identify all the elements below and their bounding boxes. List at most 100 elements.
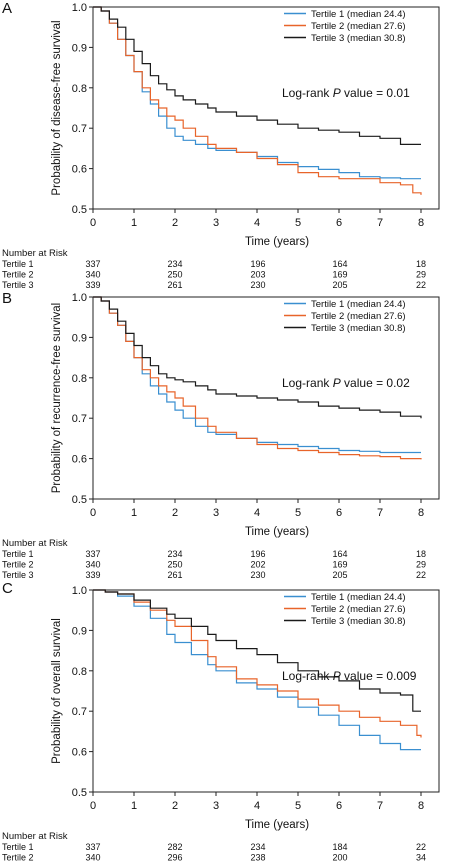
risk-cell: 200 [332,853,347,863]
y-tick-label: 0.6 [72,164,87,176]
risk-cell: 22 [416,842,426,852]
legend-entry: Tertile 1 (median 24.4) [311,9,406,20]
risk-cell: 296 [167,853,182,863]
risk-cell: 196 [250,549,265,559]
logrank-annotation: Log-rank P value = 0.01 [282,86,410,100]
plot-frame [92,6,440,210]
risk-cell: 230 [250,570,265,580]
risk-row-label: Tertile 1 [2,549,34,559]
x-tick-label: 1 [131,217,137,229]
risk-cell: 22 [416,280,426,290]
x-tick-label: 6 [336,800,342,812]
x-tick-label: 3 [213,217,219,229]
risk-cell: 29 [416,560,426,570]
series-line-tertile-3 [93,589,421,712]
x-tick-label: 2 [172,217,178,229]
risk-cell: 238 [250,853,265,863]
risk-cell: 22 [416,570,426,580]
y-tick-label: 0.9 [72,625,87,637]
risk-cell: 282 [167,842,182,852]
risk-cell: 234 [167,259,182,269]
y-tick-label: 0.7 [72,413,87,425]
panel-label: C [2,580,13,597]
x-tick-label: 6 [336,507,342,519]
legend-entry: Tertile 2 (median 27.6) [311,311,406,322]
y-tick-label: 1.0 [72,585,87,597]
x-tick-label: 7 [377,217,383,229]
legend-entry: Tertile 3 (median 30.8) [311,33,406,44]
risk-table-heading: Number at Risk [2,538,68,549]
risk-row-label: Tertile 1 [2,259,34,269]
x-tick-label: 3 [213,507,219,519]
risk-cell: 164 [332,259,347,269]
risk-cell: 196 [250,259,265,269]
series-line-tertile-2 [93,296,422,460]
legend-entry: Tertile 2 (median 27.6) [311,21,406,32]
series-line-tertile-1 [93,589,421,751]
risk-cell: 261 [167,280,182,290]
y-tick-label: 0.5 [72,494,87,506]
risk-cell: 169 [332,560,347,570]
risk-cell: 250 [167,270,182,280]
risk-cell: 340 [85,270,100,280]
series-line-tertile-3 [93,296,422,419]
risk-cell: 18 [416,549,426,559]
risk-cell: 337 [85,842,100,852]
risk-cell: 184 [332,842,347,852]
panel-label: B [2,290,12,307]
y-tick-label: 0.5 [72,787,87,799]
risk-cell: 337 [85,549,100,559]
risk-cell: 337 [85,259,100,269]
legend-entry: Tertile 3 (median 30.8) [311,616,406,627]
y-tick-label: 0.9 [72,42,87,54]
x-tick-label: 6 [336,217,342,229]
x-tick-label: 7 [377,800,383,812]
y-tick-label: 1.0 [72,292,87,304]
panel-label: A [2,0,12,17]
risk-row-label: Tertile 3 [2,570,34,580]
y-tick-label: 0.5 [72,204,87,216]
y-tick-label: 0.7 [72,706,87,718]
legend-entry: Tertile 3 (median 30.8) [311,323,406,334]
risk-cell: 250 [167,560,182,570]
x-tick-label: 4 [254,507,260,519]
y-tick-label: 0.9 [72,332,87,344]
x-tick-label: 2 [172,800,178,812]
x-tick-label: 4 [254,217,260,229]
series-line-tertile-3 [93,6,421,145]
risk-cell: 205 [332,280,347,290]
x-tick-label: 8 [418,507,424,519]
series-line-tertile-2 [93,589,422,738]
x-axis-label: Time (years) [245,526,309,538]
legend-entry: Tertile 1 (median 24.4) [311,299,406,310]
risk-cell: 340 [85,560,100,570]
x-tick-label: 0 [90,800,96,812]
risk-cell: 202 [250,560,265,570]
y-tick-label: 0.6 [72,747,87,759]
x-tick-label: 5 [295,507,301,519]
risk-row-label: Tertile 3 [2,280,34,290]
y-tick-label: 0.7 [72,123,87,135]
risk-row-label: Tertile 2 [2,853,34,863]
risk-cell: 203 [250,270,265,280]
risk-cell: 34 [416,853,426,863]
y-tick-label: 0.8 [72,373,87,385]
legend-entry: Tertile 2 (median 27.6) [311,604,406,615]
risk-table-heading: Number at Risk [2,248,68,259]
risk-cell: 205 [332,570,347,580]
risk-cell: 234 [250,842,265,852]
y-tick-label: 1.0 [72,2,87,14]
risk-cell: 164 [332,549,347,559]
x-tick-label: 1 [131,800,137,812]
x-tick-label: 3 [213,800,219,812]
plot-frame [92,296,440,500]
legend-entry: Tertile 1 (median 24.4) [311,592,406,603]
logrank-annotation: Log-rank P value = 0.009 [282,669,417,683]
x-tick-label: 5 [295,217,301,229]
risk-cell: 261 [167,570,182,580]
y-tick-label: 0.8 [72,83,87,95]
